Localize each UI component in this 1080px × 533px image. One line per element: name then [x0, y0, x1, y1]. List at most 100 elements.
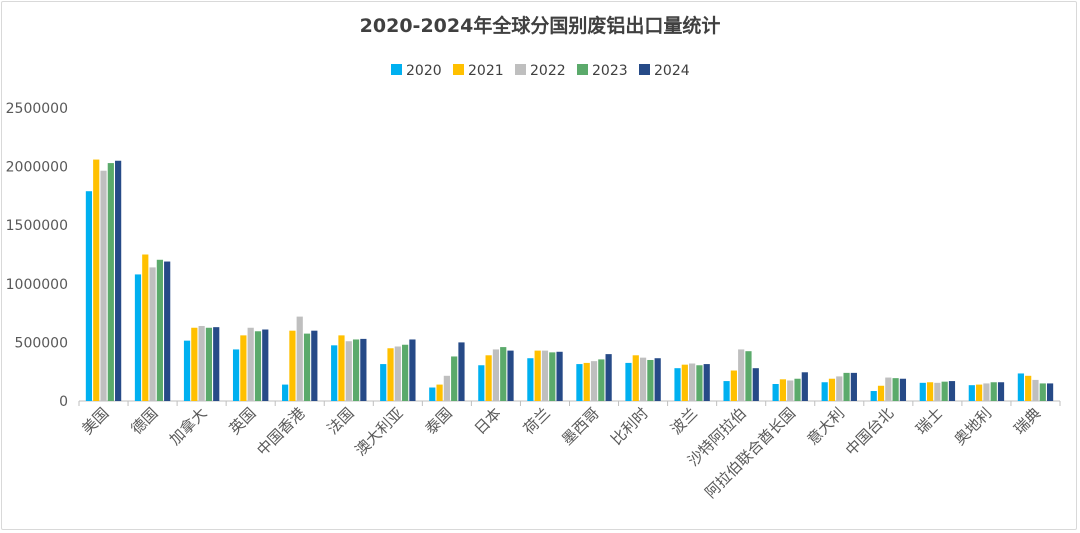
- bar-瑞典-2023: [1039, 383, 1046, 401]
- legend: 2020 2021 2022 2023 2024: [391, 63, 690, 79]
- bar-波兰-2020: [674, 368, 681, 401]
- x-tick-label: 德国: [127, 404, 161, 438]
- bar-沙特阿拉伯-2024: [752, 368, 759, 401]
- bar-泰国-2020: [429, 387, 436, 401]
- bar-德国-2022: [149, 267, 156, 401]
- y-tick-label: 1000000: [6, 277, 68, 293]
- bar-阿拉伯联合酋长国-2020: [772, 384, 779, 401]
- x-tick-label: 加拿大: [166, 404, 211, 449]
- bar-加拿大-2021: [191, 327, 198, 401]
- x-tick-label: 波兰: [667, 404, 701, 438]
- bar-中国香港-2023: [303, 333, 311, 401]
- y-tick-label: 500000: [15, 335, 68, 351]
- bar-瑞士-2022: [934, 382, 941, 401]
- bar-阿拉伯联合酋长国-2022: [787, 380, 794, 401]
- x-tick-label: 中国台北: [842, 404, 897, 459]
- bar-阿拉伯联合酋长国-2021: [779, 379, 787, 401]
- bar-加拿大-2020: [183, 340, 191, 401]
- bar-泰国-2024: [458, 342, 465, 401]
- bar-法国-2020: [331, 345, 338, 401]
- bar-沙特阿拉伯-2022: [738, 349, 745, 401]
- bar-沙特阿拉伯-2023: [745, 351, 752, 401]
- bar-奥地利-2023: [990, 382, 997, 401]
- legend-swatch-2022: [515, 64, 526, 75]
- y-tick-label: 0: [59, 394, 68, 410]
- bar-奥地利-2020: [968, 385, 975, 401]
- bar-加拿大-2022: [198, 325, 205, 401]
- bar-中国香港-2022: [296, 316, 303, 401]
- bar-英国-2022: [247, 327, 254, 401]
- bar-奥地利-2022: [983, 383, 990, 401]
- bar-法国-2022: [345, 341, 352, 401]
- bar-日本-2023: [500, 347, 507, 401]
- x-tick-label: 阿拉伯联合酋长国: [701, 404, 799, 502]
- bar-荷兰-2023: [549, 352, 556, 401]
- legend-label-2021: 2021: [468, 63, 504, 79]
- bar-德国-2020: [134, 274, 142, 401]
- bar-奥地利-2024: [997, 382, 1005, 401]
- legend-label-2020: 2020: [406, 63, 442, 79]
- y-tick-label: 2000000: [6, 160, 68, 176]
- bar-英国-2020: [232, 349, 240, 401]
- bar-沙特阿拉伯-2021: [730, 370, 737, 401]
- chart-title: 2020-2024年全球分国别废铝出口量统计: [360, 14, 721, 37]
- bar-意大利-2022: [836, 376, 843, 401]
- bar-瑞典-2022: [1032, 379, 1039, 401]
- bar-墨西哥-2024: [605, 354, 612, 401]
- bar-比利时-2021: [632, 355, 639, 401]
- bar-中国香港-2021: [289, 330, 296, 401]
- bar-波兰-2021: [681, 364, 688, 401]
- legend-label-2024: 2024: [654, 63, 690, 79]
- bar-德国-2023: [156, 259, 163, 401]
- legend-label-2023: 2023: [592, 63, 628, 79]
- bar-荷兰-2021: [534, 350, 541, 401]
- bar-意大利-2024: [850, 372, 857, 401]
- bar-意大利-2023: [843, 372, 850, 401]
- bar-沙特阿拉伯-2020: [723, 381, 730, 401]
- y-tick-label: 1500000: [6, 218, 68, 234]
- bar-奥地利-2021: [976, 384, 983, 401]
- bar-中国香港-2020: [282, 384, 289, 401]
- x-tick-label: 瑞典: [1010, 404, 1044, 438]
- bar-波兰-2022: [689, 363, 696, 401]
- bar-意大利-2020: [821, 382, 828, 401]
- bar-日本-2021: [485, 355, 492, 401]
- bar-比利时-2022: [639, 357, 647, 401]
- x-tick-label: 墨西哥: [558, 404, 603, 449]
- bar-瑞典-2021: [1025, 375, 1032, 401]
- bar-日本-2022: [492, 349, 500, 401]
- bar-美国-2020: [85, 191, 93, 401]
- bar-中国台北-2023: [892, 378, 899, 401]
- bar-英国-2021: [240, 335, 247, 401]
- bar-澳大利亚-2023: [402, 344, 409, 401]
- bar-荷兰-2024: [556, 351, 563, 401]
- bar-德国-2021: [142, 254, 149, 401]
- bar-英国-2024: [262, 329, 269, 401]
- bars: [85, 159, 1054, 401]
- bar-比利时-2023: [647, 359, 654, 401]
- bar-美国-2024: [115, 160, 122, 401]
- bar-加拿大-2024: [213, 327, 220, 401]
- legend-swatch-2021: [453, 64, 464, 75]
- bar-墨西哥-2020: [576, 364, 583, 401]
- bar-泰国-2023: [451, 356, 458, 401]
- bar-澳大利亚-2021: [387, 348, 394, 401]
- bar-瑞士-2021: [926, 382, 934, 401]
- legend-label-2022: 2022: [530, 63, 566, 79]
- bar-意大利-2021: [828, 378, 836, 401]
- bar-日本-2024: [507, 350, 514, 401]
- x-tick-label: 法国: [324, 404, 358, 438]
- x-tick-label: 美国: [78, 404, 112, 438]
- x-tick-label: 英国: [226, 404, 260, 438]
- bar-阿拉伯联合酋长国-2023: [794, 378, 801, 401]
- bar-墨西哥-2022: [590, 361, 598, 401]
- bar-美国-2021: [93, 159, 100, 401]
- x-tick-label: 瑞士: [912, 404, 946, 438]
- bar-波兰-2024: [703, 364, 710, 401]
- x-tick-label: 奥地利: [951, 404, 996, 449]
- legend-swatch-2020: [391, 64, 402, 75]
- bar-荷兰-2022: [541, 350, 549, 401]
- x-tick-label: 中国香港: [253, 404, 308, 459]
